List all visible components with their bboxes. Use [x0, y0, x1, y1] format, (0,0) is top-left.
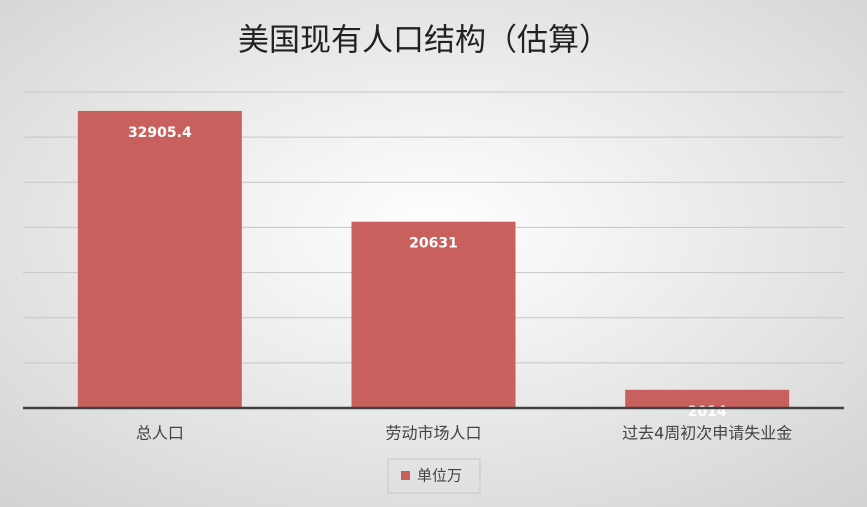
value-label: 2014 — [688, 404, 727, 420]
bar — [351, 221, 516, 408]
value-label: 32905.4 — [128, 125, 192, 141]
bar — [77, 110, 242, 408]
value-label: 20631 — [409, 236, 458, 252]
legend: 单位万 — [387, 458, 481, 494]
x-tick-label: 总人口 — [136, 424, 184, 443]
chart-title: 美国现有人口结构（估算） — [238, 23, 610, 59]
bar — [625, 389, 790, 408]
x-tick-label: 过去4周初次申请失业金 — [622, 424, 792, 443]
legend-swatch — [401, 471, 410, 480]
x-tick-label: 劳动市场人口 — [385, 424, 481, 443]
legend-label: 单位万 — [417, 467, 462, 485]
legend-box — [387, 458, 481, 494]
